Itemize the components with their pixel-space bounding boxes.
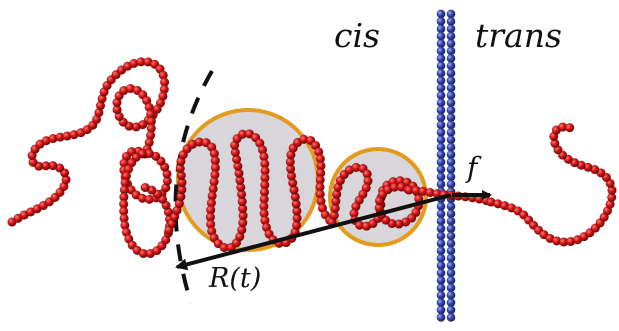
force-label: f [465, 151, 482, 184]
polymer-bead [564, 122, 575, 133]
trans-label: trans [475, 16, 562, 55]
polymer-chain [7, 57, 617, 259]
radius-arrow [175, 193, 452, 271]
membrane-bead [446, 312, 456, 322]
polymer-bead [140, 182, 150, 193]
cis-label: cis [334, 16, 380, 55]
membrane-bead [436, 312, 446, 322]
membrane [436, 9, 456, 322]
radius-label: R(t) [208, 263, 261, 294]
